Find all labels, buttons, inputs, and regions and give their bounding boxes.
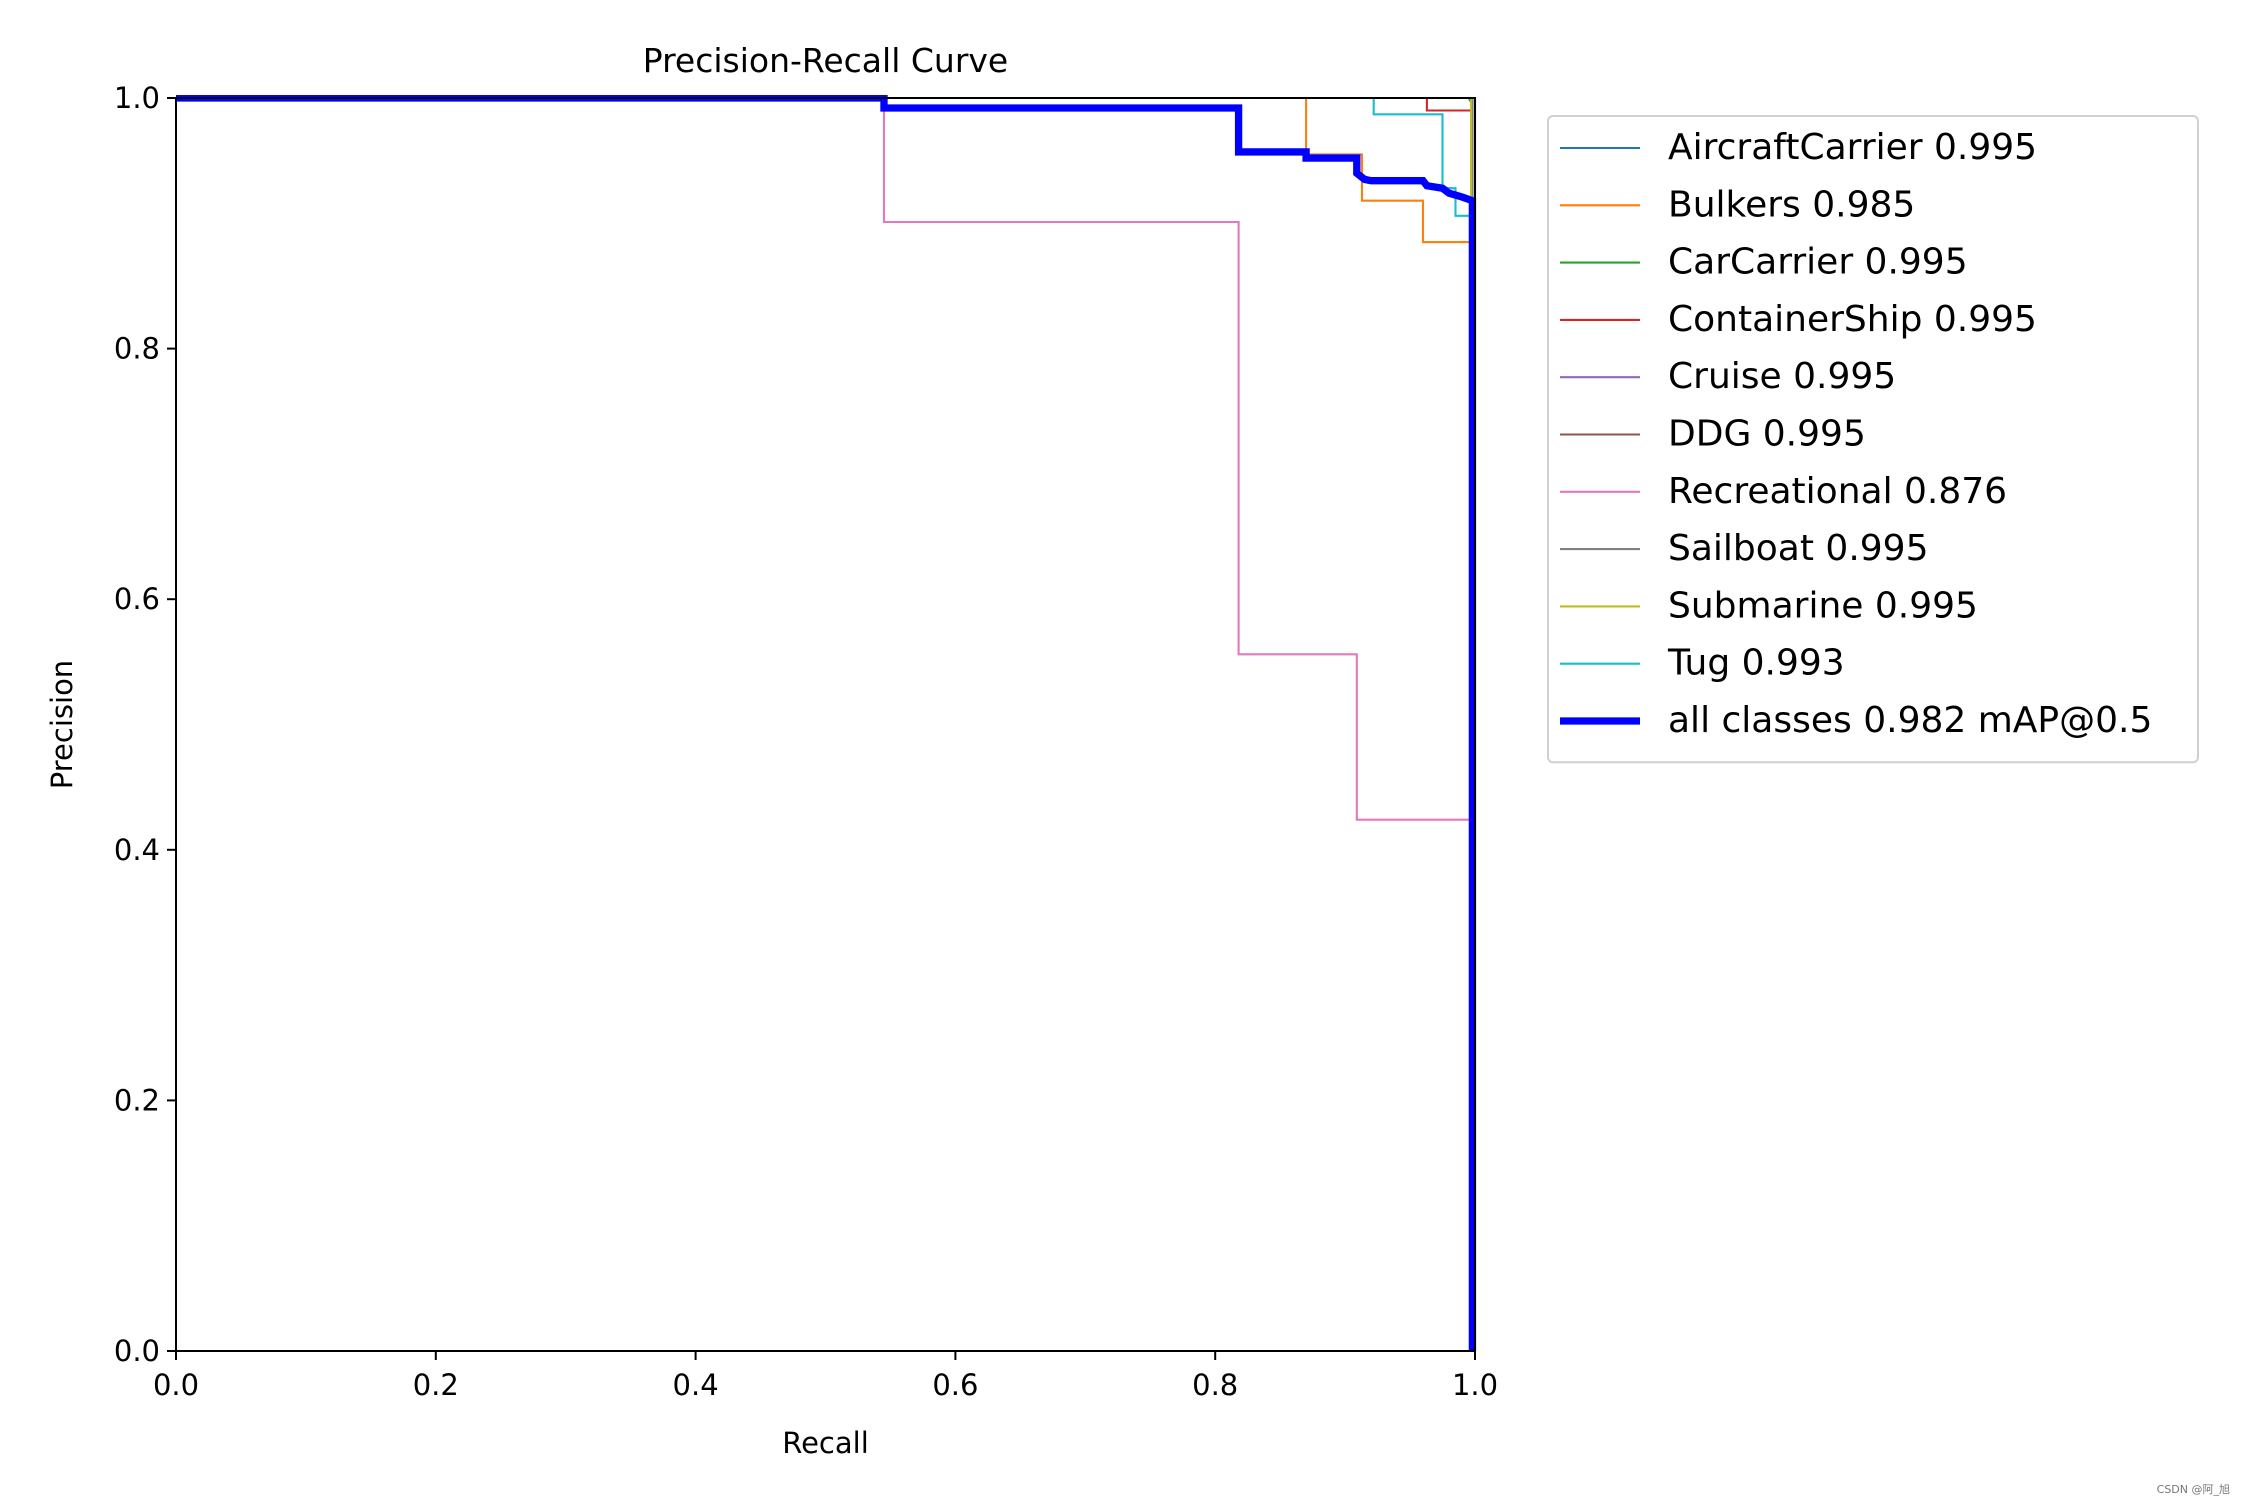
series-line-8 [176, 96, 1477, 1351]
y-tick-label: 0.2 [114, 1083, 160, 1117]
legend-label: Submarine 0.995 [1668, 585, 1978, 626]
legend-label: Cruise 0.995 [1668, 356, 1896, 397]
x-tick-label: 1.0 [1452, 1368, 1498, 1402]
series-line-6 [176, 96, 1473, 1351]
x-tick-label: 0.6 [932, 1368, 978, 1402]
y-tick-label: 0.6 [114, 582, 160, 616]
legend-box [1547, 115, 2199, 764]
axes-frame [175, 97, 1476, 1352]
x-tick-label: 0.8 [1192, 1368, 1238, 1402]
series-line-1 [176, 96, 1473, 1351]
legend-label: Bulkers 0.985 [1668, 184, 1915, 225]
legend-label: Recreational 0.876 [1668, 471, 2007, 512]
series-line-0 [176, 96, 1477, 1351]
series-line-7 [176, 96, 1474, 1351]
legend-label: Tug 0.993 [1667, 643, 1845, 684]
series-line-5 [176, 96, 1474, 1351]
x-tick-label: 0.2 [413, 1368, 459, 1402]
y-tick-label: 0.0 [114, 1334, 160, 1368]
y-tick-label: 0.4 [114, 833, 160, 867]
series-line-4 [176, 96, 1474, 1351]
y-tick-label: 1.0 [114, 81, 160, 115]
y-tick-label: 0.8 [114, 332, 160, 366]
legend: AircraftCarrier 0.995 Bulkers 0.985 CarCar… [1547, 115, 2199, 764]
x-tick-label: 0.0 [153, 1368, 199, 1402]
chart-title: Precision-Recall Curve [643, 41, 1008, 80]
y-axis-label: Precision [45, 660, 79, 789]
ticks-layer: 0.0 0.2 0.4 0.6 0.8 1.0 0.0 0.2 0.4 0.6 0.8 1.0 [114, 81, 1498, 1402]
watermark-text: CSDN @阿_旭 [2156, 1483, 2230, 1496]
legend-label: Sailboat 0.995 [1668, 528, 1928, 569]
series-layer [176, 95, 1477, 1351]
x-axis-label: Recall [782, 1426, 869, 1460]
series-line-9 [176, 96, 1474, 1351]
series-line-3 [176, 96, 1474, 1351]
series-line-10 [176, 95, 1477, 1351]
legend-label: CarCarrier 0.995 [1668, 242, 1968, 283]
legend-label: all classes 0.982 mAP@0.5 [1668, 700, 2152, 741]
series-line-2 [176, 96, 1474, 1351]
x-tick-label: 0.4 [673, 1368, 719, 1402]
legend-label: ContainerShip 0.995 [1668, 299, 2037, 340]
legend-label: DDG 0.995 [1668, 414, 1866, 455]
legend-label: AircraftCarrier 0.995 [1668, 127, 2037, 168]
